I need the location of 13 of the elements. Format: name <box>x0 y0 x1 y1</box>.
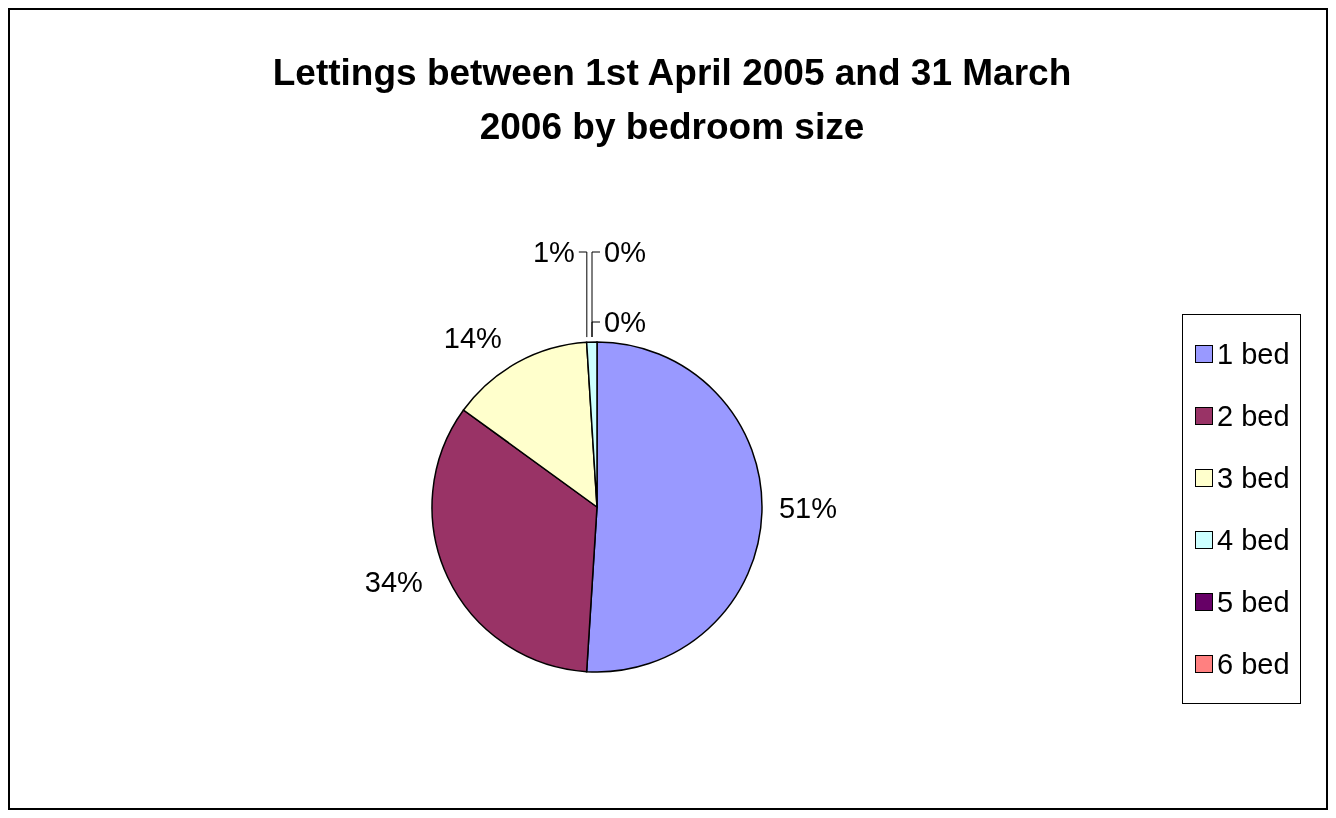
chart-title: Lettings between 1st April 2005 and 31 March 2006 by bedroom size <box>271 51 1073 149</box>
data-label: 51% <box>778 491 837 524</box>
legend-label: 6 bed <box>1217 647 1290 681</box>
data-label: 14% <box>443 322 502 355</box>
legend-label: 3 bed <box>1217 461 1290 495</box>
legend-label: 1 bed <box>1217 337 1290 371</box>
legend-label: 2 bed <box>1217 399 1290 433</box>
legend-label: 4 bed <box>1217 523 1290 557</box>
data-label: 1% <box>532 236 575 268</box>
legend-label: 5 bed <box>1217 585 1290 619</box>
text: 0% <box>604 236 646 268</box>
text: 0% <box>604 306 646 338</box>
data-label: 34% <box>364 565 423 598</box>
